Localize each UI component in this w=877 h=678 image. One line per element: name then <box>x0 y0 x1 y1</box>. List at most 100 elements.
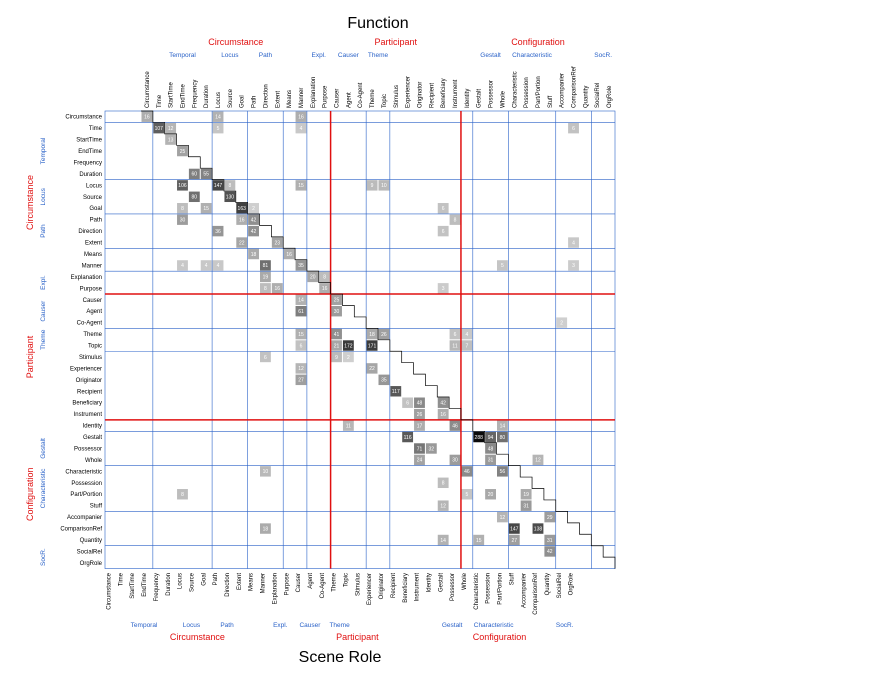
cell <box>497 420 508 431</box>
cell <box>437 500 449 511</box>
cell-value: 5 <box>217 126 220 132</box>
top-label: Accompanier <box>560 73 566 108</box>
cell-value: 25 <box>180 149 186 155</box>
bottom-label: Stuff <box>509 573 515 586</box>
bottom-label: Instrument <box>415 573 421 602</box>
cell <box>532 454 544 466</box>
cell <box>141 111 153 122</box>
cell-value: 107 <box>155 126 164 132</box>
top-label: Locus <box>216 92 222 108</box>
cell <box>295 260 307 271</box>
cell-value: 35 <box>381 378 387 384</box>
cell-value: 9 <box>335 355 338 361</box>
subgroup-label: SocR. <box>556 622 574 629</box>
cell-value: 106 <box>178 183 187 189</box>
cell-value: 14 <box>500 423 506 429</box>
left-label: Extent <box>85 241 102 247</box>
cell <box>236 214 248 225</box>
top-label: Characteristic <box>512 71 518 108</box>
bottom-label: Part/Portion <box>498 573 504 605</box>
cell <box>414 408 425 420</box>
subgroup-label: Theme <box>329 622 350 629</box>
cell-value: 11 <box>452 343 457 349</box>
cell <box>177 145 188 157</box>
cell-value: 31 <box>488 458 494 464</box>
cell <box>520 500 532 511</box>
cell <box>497 431 508 443</box>
cell <box>188 191 200 203</box>
left-label: Circumstance <box>65 115 102 121</box>
cell-value: 16 <box>274 286 280 292</box>
bottom-label: Extent <box>237 573 243 590</box>
cell-value: 4 <box>217 263 220 269</box>
top-label: Originator <box>417 82 423 108</box>
top-label: Stimulus <box>394 85 400 108</box>
bottom-label: Locus <box>178 573 184 589</box>
cell-value: 4 <box>572 240 575 246</box>
subgroup-label: Expl. <box>312 52 327 59</box>
subgroup-label: Locus <box>183 622 201 629</box>
bottom-label: Theme <box>332 572 338 591</box>
subgroup-label: Temporal <box>169 52 196 59</box>
cell-value: 22 <box>369 366 375 372</box>
cell <box>449 454 461 466</box>
bottom-label: Possessor <box>450 573 456 601</box>
cell <box>248 248 259 260</box>
cell-value: 6 <box>442 206 445 212</box>
cell-value: 2 <box>560 320 563 326</box>
cell-value: 3 <box>442 286 445 292</box>
left-label: Characteristic <box>65 469 102 475</box>
cell <box>485 443 496 454</box>
cell-value: 71 <box>417 446 423 452</box>
cell-value: 163 <box>238 206 247 212</box>
bottom-label: Time <box>118 572 124 586</box>
cell <box>414 443 425 454</box>
cell-value: 30 <box>334 309 340 315</box>
cell <box>425 443 437 454</box>
cell <box>331 328 342 340</box>
cell-value: 172 <box>344 343 353 349</box>
group-label: Circumstance <box>25 175 35 230</box>
cell-value: 15 <box>203 206 209 212</box>
left-label: Instrument <box>74 412 103 418</box>
cell <box>342 340 354 351</box>
top-label: ComparisonRef <box>572 66 578 108</box>
left-label: Causer <box>83 298 102 304</box>
subgroup-label: Path <box>220 622 234 629</box>
cell-value: 130 <box>226 195 235 201</box>
cell-value: 16 <box>144 115 150 121</box>
cell-value: 2 <box>252 206 255 212</box>
subgroup-label: Characteristic <box>40 468 47 508</box>
cell-value: 16 <box>440 412 446 418</box>
subgroup-label: Gestalt <box>40 438 47 459</box>
bottom-label: Circumstance <box>107 572 113 609</box>
cell-value: 60 <box>192 172 198 178</box>
bottom-label: Manner <box>261 573 267 593</box>
cell-value: 19 <box>263 275 269 281</box>
cell <box>437 408 449 420</box>
top-label: Duration <box>204 85 210 108</box>
cell-value: 2 <box>347 355 350 361</box>
left-label: Means <box>84 252 102 258</box>
cell-value: 42 <box>547 549 553 555</box>
cell-value: 46 <box>452 423 458 429</box>
bottom-label: Goal <box>201 573 207 586</box>
cell <box>177 214 188 225</box>
cell <box>260 260 271 271</box>
subgroup-label: SocR. <box>40 548 47 566</box>
top-label: Circumstance <box>145 71 151 108</box>
cell <box>307 271 319 283</box>
cell-value: 36 <box>215 229 221 235</box>
top-label: Goal <box>240 95 246 108</box>
subgroup-label: Characteristic <box>474 622 514 629</box>
cell-value: 16 <box>239 217 245 223</box>
cell <box>295 111 307 122</box>
left-label: Possessor <box>74 446 102 452</box>
group-label: Participant <box>336 632 379 642</box>
bottom-label: Frequency <box>154 573 160 601</box>
cell-value: 30 <box>180 217 186 223</box>
bottom-label: Causer <box>296 573 302 592</box>
bottom-label: Direction <box>225 573 231 597</box>
cell-value: 48 <box>417 401 423 407</box>
bottom-label: Whole <box>462 572 468 590</box>
